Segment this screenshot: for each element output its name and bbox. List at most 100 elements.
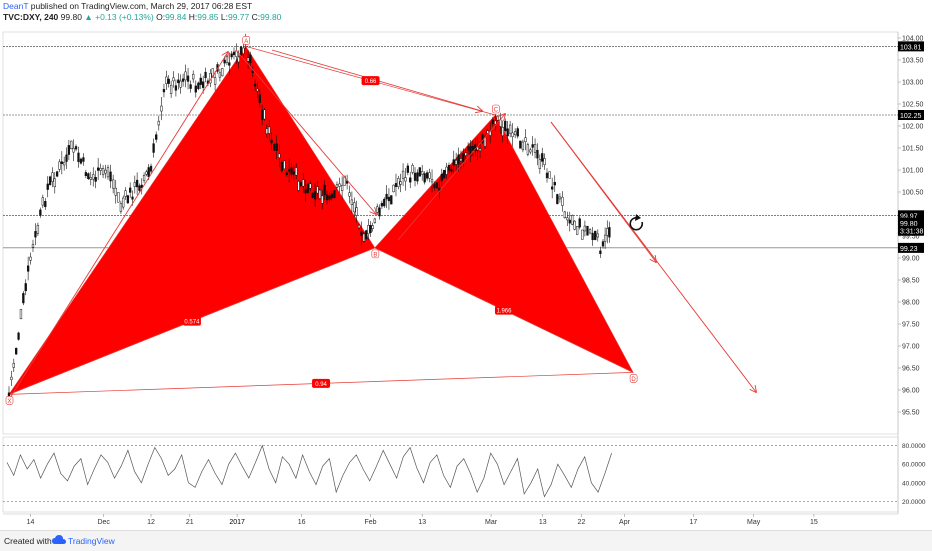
pattern-point-label: D bbox=[631, 377, 636, 383]
tradingview-brand-link[interactable]: TradingView bbox=[68, 536, 115, 546]
candle-body bbox=[465, 153, 467, 156]
candle-body bbox=[383, 199, 385, 206]
candle-body bbox=[134, 183, 136, 187]
candle-body bbox=[8, 393, 10, 396]
candle-body bbox=[467, 147, 469, 151]
x-tick-label: Mar bbox=[485, 519, 498, 526]
candle-body bbox=[10, 377, 12, 380]
candle-body bbox=[302, 180, 304, 187]
candle-body bbox=[160, 106, 162, 111]
candle-body bbox=[494, 121, 496, 124]
candle-body bbox=[507, 129, 509, 136]
candle-body bbox=[281, 162, 283, 171]
candle-body bbox=[448, 165, 450, 170]
candle-body bbox=[549, 172, 551, 179]
candle-body bbox=[551, 187, 553, 190]
candle-body bbox=[554, 182, 556, 185]
candle-body bbox=[264, 110, 266, 119]
candle-body bbox=[564, 212, 566, 218]
candle-body bbox=[376, 207, 378, 212]
oscillator-tick-label: 80.0000 bbox=[902, 443, 926, 450]
candle-body bbox=[397, 178, 399, 186]
oscillator-tick-label: 20.0000 bbox=[902, 499, 926, 506]
y-tick-label: 103.00 bbox=[902, 80, 924, 87]
candle-body bbox=[532, 145, 534, 148]
candle-body bbox=[504, 121, 506, 131]
candle-body bbox=[44, 201, 46, 207]
candle-body bbox=[168, 79, 170, 84]
candle-body bbox=[390, 196, 392, 205]
candle-body bbox=[190, 85, 192, 89]
candle-body bbox=[544, 158, 546, 164]
candle-body bbox=[434, 185, 436, 188]
candle-body bbox=[571, 215, 573, 224]
candle-body bbox=[455, 160, 457, 164]
price-level-label: 3:31:38 bbox=[900, 229, 923, 236]
price-chart[interactable]: 104.00 103.50 103.00 102.50 102.00 101.50 101.… bbox=[0, 0, 932, 530]
candle-body bbox=[173, 78, 175, 81]
y-tick-label: 102.50 bbox=[902, 102, 924, 109]
candle-body bbox=[291, 168, 293, 175]
candle-body bbox=[39, 210, 41, 216]
candle-body bbox=[402, 171, 404, 178]
candle-body bbox=[197, 83, 199, 89]
candle-body bbox=[497, 116, 499, 120]
y-tick-label: 96.00 bbox=[902, 388, 920, 395]
candle-body bbox=[177, 80, 179, 83]
candle-body bbox=[298, 181, 300, 190]
candle-body bbox=[349, 193, 351, 197]
y-tick-label: 100.50 bbox=[902, 190, 924, 197]
price-level-label: 102.25 bbox=[900, 113, 922, 120]
candle-body bbox=[559, 197, 561, 199]
x-tick-label: 2017 bbox=[229, 519, 245, 526]
candle-body bbox=[78, 153, 80, 162]
candle-body bbox=[158, 121, 160, 125]
x-tick-label: 12 bbox=[147, 519, 155, 526]
candle-body bbox=[409, 178, 411, 182]
oscillator-tick-label: 60.0000 bbox=[902, 462, 926, 469]
candle-body bbox=[307, 184, 309, 192]
candle-body bbox=[42, 198, 44, 205]
candle-body bbox=[312, 193, 314, 198]
y-tick-label: 102.00 bbox=[902, 124, 924, 131]
candle-body bbox=[592, 233, 594, 240]
tradingview-cloud-icon bbox=[52, 534, 66, 546]
candle-body bbox=[472, 146, 474, 150]
candle-body bbox=[321, 196, 323, 203]
candle-body bbox=[73, 148, 75, 152]
candle-body bbox=[460, 159, 462, 161]
candle-body bbox=[512, 133, 514, 137]
pattern-point-label: C bbox=[494, 108, 499, 114]
candle-body bbox=[47, 184, 49, 190]
y-tick-label: 98.00 bbox=[902, 300, 920, 307]
candle-body bbox=[170, 85, 172, 93]
candle-body bbox=[165, 77, 167, 84]
candle-body bbox=[105, 170, 107, 173]
candle-body bbox=[606, 228, 608, 235]
candle-body bbox=[581, 230, 583, 239]
candle-body bbox=[436, 183, 438, 189]
candle-body bbox=[276, 144, 278, 151]
candle-body bbox=[609, 227, 611, 237]
ratio-label: 0.66 bbox=[365, 79, 377, 85]
candle-body bbox=[534, 144, 536, 152]
candle-body bbox=[333, 190, 335, 197]
candle-body bbox=[97, 168, 99, 171]
x-tick-label: Feb bbox=[365, 519, 377, 526]
candle-body bbox=[32, 245, 34, 248]
candle-body bbox=[35, 231, 37, 237]
candle-body bbox=[300, 183, 302, 186]
candle-body bbox=[100, 168, 102, 170]
candle-body bbox=[329, 195, 331, 199]
pattern-point-label: X bbox=[7, 399, 11, 405]
candle-body bbox=[339, 184, 341, 187]
candle-body bbox=[587, 226, 589, 235]
y-tick-label: 97.00 bbox=[902, 344, 920, 351]
candle-body bbox=[529, 150, 531, 152]
candle-body bbox=[125, 191, 127, 197]
candle-body bbox=[566, 218, 568, 220]
candle-body bbox=[228, 63, 230, 66]
candle-body bbox=[143, 175, 145, 180]
candle-body bbox=[492, 120, 494, 124]
candle-body bbox=[155, 135, 157, 140]
